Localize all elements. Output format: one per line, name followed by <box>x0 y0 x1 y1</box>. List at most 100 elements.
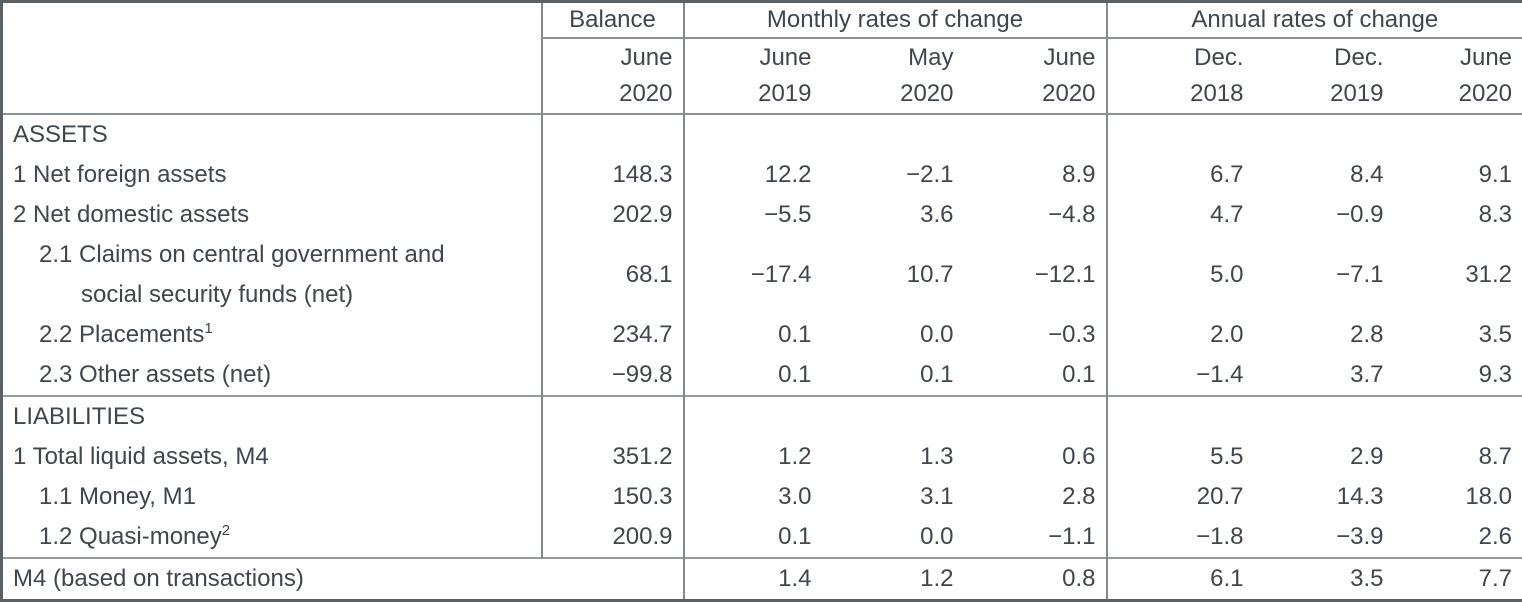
row-label-cell: 1 Net foreign assets <box>2 155 542 195</box>
cell-annual-1: 2.0 <box>1107 315 1254 355</box>
cell-monthly-3: −0.3 <box>964 315 1107 355</box>
section-label-cell: ASSETS <box>2 114 542 155</box>
cell-annual-1 <box>1107 396 1254 437</box>
cell-monthly-2: 1.3 <box>822 437 964 477</box>
table-row-other-assets: 2.3 Other assets (net) −99.8 0.1 0.1 0.1… <box>2 355 1522 396</box>
row-label: M4 (based on transactions) <box>3 559 683 599</box>
cell-monthly-3: 2.8 <box>964 477 1107 517</box>
period-month: June <box>964 40 1096 76</box>
table-row-claims-central-government: 2.1 Claims on central government and soc… <box>2 235 1522 315</box>
cell-balance: 150.3 <box>542 477 684 517</box>
row-label-text: 1.2 Quasi-money <box>39 523 222 550</box>
cell-balance: 148.3 <box>542 155 684 195</box>
table-row-m4-transactions: M4 (based on transactions) 1.4 1.2 0.8 6… <box>2 558 1522 601</box>
row-label-cell: 1.1 Money, M1 <box>2 477 542 517</box>
row-label: 1 Total liquid assets, M4 <box>3 437 541 477</box>
row-label-cell: 2 Net domestic assets <box>2 195 542 235</box>
row-label-cell: M4 (based on transactions) <box>2 558 684 601</box>
period-header-annual-3: June 2020 <box>1394 38 1522 114</box>
cell-monthly-1: 1.2 <box>684 437 822 477</box>
cell-annual-1: 6.7 <box>1107 155 1254 195</box>
row-label: 2.2 Placements1 <box>3 315 541 355</box>
cell-monthly-2: 10.7 <box>822 235 964 315</box>
cell-monthly-3: 0.1 <box>964 355 1107 396</box>
period-year: 2019 <box>685 76 812 112</box>
row-label: 1 Net foreign assets <box>3 155 541 195</box>
cell-annual-3: 7.7 <box>1394 558 1522 601</box>
table-row-quasi-money: 1.2 Quasi-money2 200.9 0.1 0.0 −1.1 −1.8… <box>2 517 1522 558</box>
cell-annual-2: −7.1 <box>1254 235 1394 315</box>
cell-balance: 351.2 <box>542 437 684 477</box>
cell-balance: −99.8 <box>542 355 684 396</box>
row-label: 2.3 Other assets (net) <box>3 355 541 395</box>
period-month: May <box>822 40 954 76</box>
row-label: 1.2 Quasi-money2 <box>3 517 541 557</box>
period-month: June <box>1394 40 1513 76</box>
cell-monthly-1 <box>684 396 822 437</box>
period-header-annual-2: Dec. 2019 <box>1254 38 1394 114</box>
cell-annual-1: 6.1 <box>1107 558 1254 601</box>
period-header-monthly-3: June 2020 <box>964 38 1107 114</box>
row-label-text: 2.3 Other assets (net) <box>39 361 271 388</box>
cell-annual-2: 2.8 <box>1254 315 1394 355</box>
cell-monthly-2: 3.6 <box>822 195 964 235</box>
table-row-total-liquid-assets-m4: 1 Total liquid assets, M4 351.2 1.2 1.3 … <box>2 437 1522 477</box>
cell-balance <box>542 396 684 437</box>
row-label: 2 Net domestic assets <box>3 195 541 235</box>
cell-annual-2 <box>1254 114 1394 155</box>
cell-balance <box>542 114 684 155</box>
cell-monthly-3 <box>964 114 1107 155</box>
section-label-cell: LIABILITIES <box>2 396 542 437</box>
cell-monthly-2 <box>822 396 964 437</box>
cell-annual-2 <box>1254 396 1394 437</box>
period-month: June <box>543 40 673 76</box>
row-label-cell: 1 Total liquid assets, M4 <box>2 437 542 477</box>
cell-monthly-2: 1.2 <box>822 558 964 601</box>
row-label: 2.1 Claims on central government and <box>3 235 541 275</box>
cell-monthly-3: 0.6 <box>964 437 1107 477</box>
period-month: Dec. <box>1108 40 1244 76</box>
period-year: 2018 <box>1108 76 1244 112</box>
period-year: 2020 <box>822 76 954 112</box>
cell-balance: 200.9 <box>542 517 684 558</box>
cell-monthly-2: 0.0 <box>822 517 964 558</box>
cell-annual-2: 2.9 <box>1254 437 1394 477</box>
cell-monthly-3 <box>964 396 1107 437</box>
section-row-assets: ASSETS <box>2 114 1522 155</box>
table-row-net-foreign-assets: 1 Net foreign assets 148.3 12.2 −2.1 8.9… <box>2 155 1522 195</box>
cell-monthly-2: 0.0 <box>822 315 964 355</box>
footnote-marker: 2 <box>222 522 230 539</box>
row-label-text: 1 Net foreign assets <box>13 161 226 188</box>
period-header-balance: June 2020 <box>542 38 684 114</box>
row-label: 1.1 Money, M1 <box>3 477 541 517</box>
cell-monthly-2: 0.1 <box>822 355 964 396</box>
period-header-monthly-2: May 2020 <box>822 38 964 114</box>
cell-monthly-1: −5.5 <box>684 195 822 235</box>
period-header-annual-1: Dec. 2018 <box>1107 38 1254 114</box>
cell-monthly-1 <box>684 114 822 155</box>
period-year: 2020 <box>1394 76 1513 112</box>
period-year: 2020 <box>543 76 673 112</box>
row-label-text: 2.1 Claims on central government and <box>39 241 445 268</box>
cell-annual-3: 9.3 <box>1394 355 1522 396</box>
cell-monthly-2: −2.1 <box>822 155 964 195</box>
cell-annual-3: 3.5 <box>1394 315 1522 355</box>
cell-annual-1: 5.0 <box>1107 235 1254 315</box>
cell-monthly-3: −4.8 <box>964 195 1107 235</box>
cell-annual-3: 9.1 <box>1394 155 1522 195</box>
cell-annual-3: 8.3 <box>1394 195 1522 235</box>
cell-annual-2: 3.7 <box>1254 355 1394 396</box>
cell-monthly-2: 3.1 <box>822 477 964 517</box>
cell-annual-3: 31.2 <box>1394 235 1522 315</box>
row-label-cell: 2.2 Placements1 <box>2 315 542 355</box>
row-label-text: 2.2 Placements <box>39 321 204 348</box>
cell-monthly-1: 1.4 <box>684 558 822 601</box>
period-month: Dec. <box>1254 40 1384 76</box>
section-label: LIABILITIES <box>3 397 541 437</box>
cell-annual-2: −0.9 <box>1254 195 1394 235</box>
cell-balance: 234.7 <box>542 315 684 355</box>
footnote-marker: 1 <box>204 320 212 337</box>
cell-monthly-3: 0.8 <box>964 558 1107 601</box>
cell-monthly-3: 8.9 <box>964 155 1107 195</box>
row-label-text: 2 Net domestic assets <box>13 201 249 228</box>
